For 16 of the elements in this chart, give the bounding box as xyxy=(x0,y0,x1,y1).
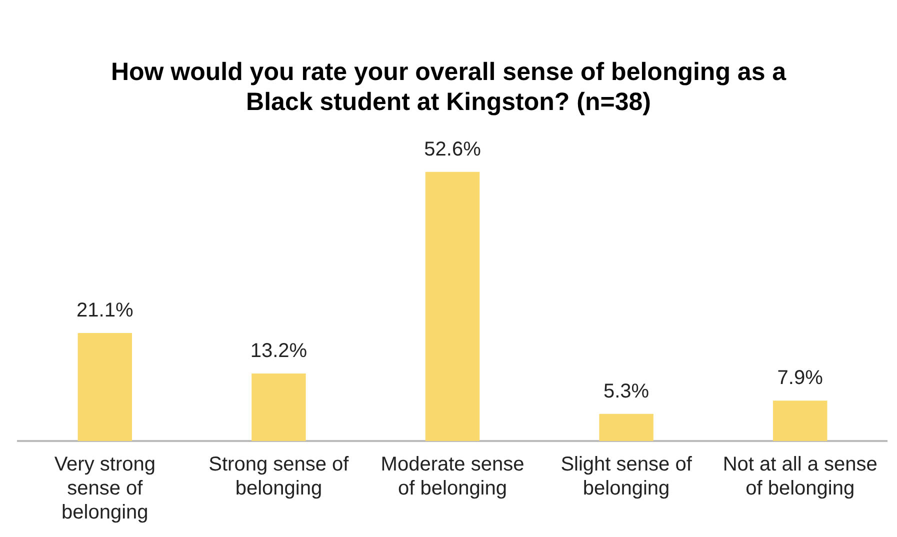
chart-title: How would you rate your overall sense of belonging as a Black student at Kingston? (n=38) xyxy=(110,58,788,116)
bar xyxy=(599,414,654,441)
x-tick-label: Strong sense of belonging xyxy=(208,454,350,500)
bar xyxy=(252,373,306,441)
bar xyxy=(772,400,828,441)
data-label: 13.2% xyxy=(250,340,308,362)
data-label: 52.6% xyxy=(424,138,482,160)
x-tick-label: Moderate sense of belonging xyxy=(380,454,524,500)
x-tick-label: Slight sense of belonging xyxy=(560,454,692,500)
bar xyxy=(425,172,480,441)
x-tick-label: Very strong sense of belonging xyxy=(54,454,156,524)
data-label: 21.1% xyxy=(76,300,134,322)
data-label: 5.3% xyxy=(604,380,650,402)
bar xyxy=(78,333,132,441)
data-label: 7.9% xyxy=(777,367,824,390)
x-tick-label: Not at all a sense of belonging xyxy=(722,454,878,500)
